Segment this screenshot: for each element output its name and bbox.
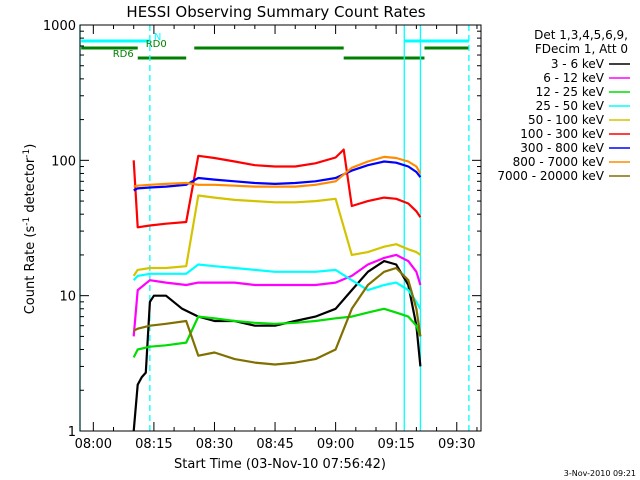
flag-label: RD0 <box>146 39 167 50</box>
series-line <box>132 194 422 277</box>
y-label-part2: detector <box>23 157 38 217</box>
series-line <box>133 160 422 192</box>
chart-title: HESSI Observing Summary Count Rates <box>126 3 425 21</box>
x-tick-label: 09:15 <box>377 437 414 452</box>
y-label-part3: ) <box>23 144 38 149</box>
y-axis-ticks: 1 10 100 1000 <box>43 19 481 440</box>
x-tick-label: 08:15 <box>135 437 172 452</box>
x-tick-label: 09:00 <box>317 437 354 452</box>
y-tick-label: 10 <box>59 290 76 305</box>
legend-entry-label: 6 - 12 keV <box>543 71 605 85</box>
series-line <box>132 263 422 310</box>
series-group <box>132 148 422 432</box>
x-tick-label: 08:45 <box>256 437 293 452</box>
y-tick-label: 1000 <box>43 19 76 34</box>
legend-entry-label: 800 - 7000 keV <box>513 155 605 169</box>
legend-entry-label: 100 - 300 keV <box>520 127 604 141</box>
legend-entry-label: 50 - 100 keV <box>528 113 605 127</box>
y-label-sup2: -1 <box>22 149 32 158</box>
legend-entry-label: 300 - 800 keV <box>520 141 604 155</box>
x-axis-ticks: 08:00 08:15 08:30 08:45 09:00 09:15 09:30 <box>75 25 478 452</box>
flag-label: N <box>154 32 161 43</box>
y-label-part1: Count Rate (s <box>23 226 38 315</box>
legend-header-1: Det 1,3,4,5,6,9, <box>534 28 628 42</box>
series-line <box>132 307 422 358</box>
y-label-sup1: -1 <box>22 217 32 226</box>
series-line <box>133 266 422 366</box>
legend-entry-label: 12 - 25 keV <box>536 85 605 99</box>
footer-date: 3-Nov-2010 09:21 <box>564 469 636 478</box>
y-tick-label: 100 <box>51 154 76 169</box>
plot-frame <box>79 24 482 432</box>
legend: Det 1,3,4,5,6,9, FDecim 1, Att 0 3 - 6 k… <box>497 28 630 183</box>
y-tick-label: 1 <box>68 425 76 440</box>
series-line <box>132 148 422 229</box>
legend-entry-label: 3 - 6 keV <box>551 57 605 71</box>
x-tick-label: 09:30 <box>438 437 475 452</box>
legend-header-2: FDecim 1, Att 0 <box>535 42 628 56</box>
legend-entry-label: 7000 - 20000 keV <box>497 169 604 183</box>
x-tick-label: 08:30 <box>196 437 233 452</box>
flag-label: RD6 <box>113 49 134 60</box>
y-axis-label: Count Rate (s-1 detector-1) <box>22 144 38 315</box>
x-axis-label: Start Time (03-Nov-10 07:56:42) <box>174 457 386 472</box>
series-line <box>132 253 422 337</box>
x-tick-label: 08:00 <box>75 437 112 452</box>
series-line <box>133 155 422 188</box>
legend-entry-label: 25 - 50 keV <box>536 99 605 113</box>
